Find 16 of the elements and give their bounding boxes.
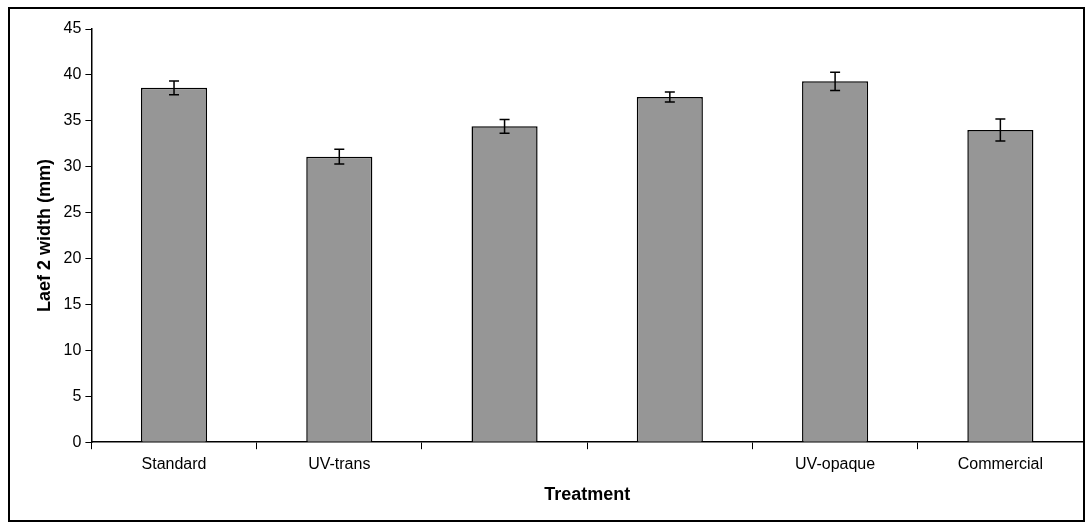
y-tick-label: 20	[63, 248, 82, 266]
y-tick-label: 0	[72, 432, 82, 450]
y-tick-label: 5	[72, 386, 82, 404]
y-tick-label: 40	[63, 65, 82, 83]
x-tick-label: UV-opaque	[795, 455, 876, 473]
x-tick-label: Standard	[141, 455, 207, 473]
y-tick-label: 45	[63, 19, 82, 37]
y-axis-title: Laef 2 width (mm)	[33, 159, 54, 313]
y-tick-label: 25	[63, 203, 82, 221]
x-tick-label: Commercial	[957, 455, 1044, 473]
x-tick-label: UV-trans	[308, 455, 371, 473]
y-tick-label: 35	[63, 111, 82, 129]
y-tick-label: 10	[63, 340, 82, 358]
y-tick-label: 15	[63, 294, 82, 312]
x-axis-title: Treatment	[544, 484, 631, 505]
y-tick-label: 30	[63, 157, 82, 175]
